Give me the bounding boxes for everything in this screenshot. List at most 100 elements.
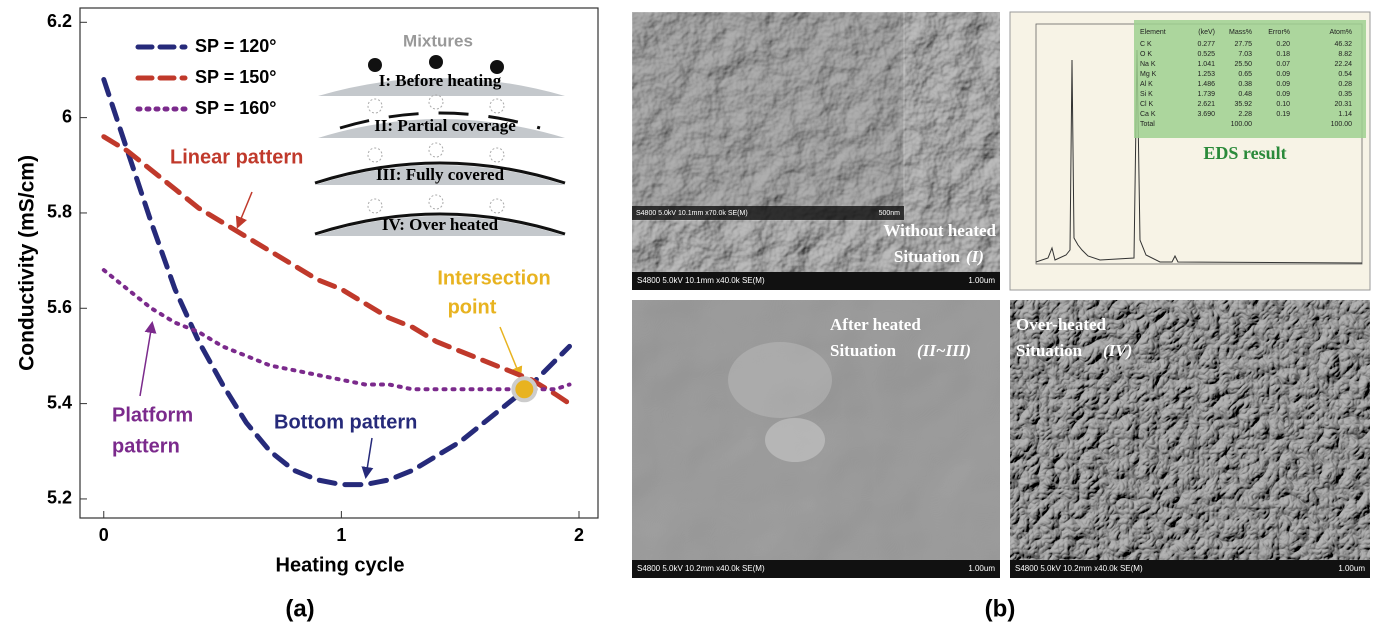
eds-header: Error% (1268, 29, 1290, 36)
sem-image: S4800 5.0kV 10.1mm x70.0k SE(M) 500nm Wi… (632, 12, 1000, 290)
footer: S4800 5.0kV 10.1mm x70.0k SE(M) (636, 210, 748, 217)
eds-cell: 8.82 (1338, 51, 1352, 58)
eds-cell: 0.38 (1238, 81, 1252, 88)
footer: S4800 5.0kV 10.2mm x40.0k SE(M) (637, 564, 765, 573)
annotation: Bottom pattern (274, 411, 417, 433)
annotation-arrow (238, 192, 252, 226)
inset-stage: III: Fully covered (376, 165, 505, 184)
panel-label: (b) (985, 595, 1016, 622)
eds-cell: 0.19 (1276, 111, 1290, 118)
caption: After heated (830, 315, 921, 334)
x-tick-label: 0 (99, 525, 109, 545)
eds-cell: 20.31 (1334, 101, 1352, 108)
sem-image: Over-heated Situation (IV) S4800 5.0kV 1… (1010, 300, 1370, 578)
inset-stage: I: Before heating (379, 71, 502, 90)
eds-cell: 0.09 (1276, 71, 1290, 78)
inset: Mixtures I: Before heating II: Partial c… (315, 31, 565, 236)
eds-cell: 0.54 (1338, 71, 1352, 78)
inset-stage: IV: Over heated (382, 215, 499, 234)
annotation: Linear pattern (170, 146, 303, 168)
eds-cell: 0.48 (1238, 91, 1252, 98)
eds-cell: 0.07 (1276, 61, 1290, 68)
intersection-point (513, 378, 535, 400)
eds-cell: Mg K (1140, 71, 1157, 78)
x-tick-label: 2 (574, 525, 584, 545)
y-tick-label: 6.2 (47, 11, 72, 31)
legend-label: SP = 160° (195, 98, 276, 118)
y-tick-label: 5.8 (47, 202, 72, 222)
annotation: point (448, 296, 497, 318)
eds-cell: 100.00 (1231, 121, 1253, 128)
caption: Situation (894, 247, 961, 266)
y-tick-label: 5.2 (47, 488, 72, 508)
eds-cell: 1.041 (1197, 61, 1215, 68)
eds-cell: 100.00 (1331, 121, 1353, 128)
caption: Situation (1016, 341, 1083, 360)
y-axis-label: Conductivity (mS/cm) (16, 155, 39, 371)
particle (429, 55, 443, 69)
sem-feature (765, 418, 825, 462)
scale: 1.00um (1338, 564, 1365, 573)
eds-cell: 0.10 (1276, 101, 1290, 108)
eds-cell: Na K (1140, 61, 1156, 68)
eds-header: Element (1140, 29, 1166, 36)
inset-stage: II: Partial coverage (374, 116, 516, 135)
x-axis-label: Heating cycle (276, 554, 405, 576)
caption: (II~III) (917, 341, 971, 360)
eds-cell: 0.277 (1197, 41, 1215, 48)
footer: S4800 5.0kV 10.2mm x40.0k SE(M) (1015, 564, 1143, 573)
eds-cell: 22.24 (1334, 61, 1352, 68)
eds-cell: 1.739 (1197, 91, 1215, 98)
caption: Without heated (883, 221, 996, 240)
eds-cell: 2.28 (1238, 111, 1252, 118)
eds-cell: 0.20 (1276, 41, 1290, 48)
eds-cell: C K (1140, 41, 1152, 48)
y-tick-label: 5.6 (47, 297, 72, 317)
particle (368, 58, 382, 72)
scale: 1.00um (968, 276, 995, 285)
eds-cell: 0.09 (1276, 81, 1290, 88)
annotation-arrow (140, 324, 152, 396)
scale: 500nm (879, 210, 901, 217)
caption: (IV) (1103, 341, 1132, 360)
eds-cell: 27.75 (1234, 41, 1252, 48)
eds-cell: 25.50 (1234, 61, 1252, 68)
eds-header: Atom% (1329, 29, 1352, 36)
y-tick-label: 6 (62, 106, 72, 126)
eds-cell: 2.621 (1197, 101, 1215, 108)
annotation: Intersection (437, 267, 550, 289)
eds-cell: Total (1140, 121, 1155, 128)
eds-cell: 0.09 (1276, 91, 1290, 98)
scale: 1.00um (968, 564, 995, 573)
sem-feature (728, 342, 832, 418)
eds-header: Mass% (1229, 29, 1252, 36)
eds-cell: 0.35 (1338, 91, 1352, 98)
eds-cell: 35.92 (1234, 101, 1252, 108)
legend-label: SP = 120° (195, 36, 276, 56)
page: {"chart_data":{"type":"line","x_label":"… (0, 0, 1380, 630)
panel-label: (a) (285, 595, 314, 622)
caption: Over-heated (1016, 315, 1107, 334)
eds-cell: 7.03 (1238, 51, 1252, 58)
eds-cell: 1.253 (1197, 71, 1215, 78)
annotation-arrow (366, 438, 372, 476)
eds-cell: 0.18 (1276, 51, 1290, 58)
eds-cell: Al K (1140, 81, 1153, 88)
annotation: Platform (112, 404, 193, 426)
eds-cell: 3.690 (1197, 111, 1215, 118)
legend-label: SP = 150° (195, 67, 276, 87)
eds-cell: 0.28 (1338, 81, 1352, 88)
eds-header: (keV) (1198, 29, 1215, 36)
inset-frame (632, 12, 904, 220)
figure: Conductivity (mS/cm) Heating cycle (a) (… (0, 0, 1380, 630)
eds-cell: 1.14 (1338, 111, 1352, 118)
x-tick-label: 1 (336, 525, 346, 545)
eds-title: EDS result (1203, 143, 1286, 163)
eds-cell: O K (1140, 51, 1152, 58)
eds-cell: 1.486 (1197, 81, 1215, 88)
sem-image: After heated Situation (II~III) S4800 5.… (632, 300, 1000, 578)
eds-cell: Si K (1140, 91, 1153, 98)
eds-cell: Ca K (1140, 111, 1156, 118)
eds-cell: 0.65 (1238, 71, 1252, 78)
caption: Situation (830, 341, 897, 360)
